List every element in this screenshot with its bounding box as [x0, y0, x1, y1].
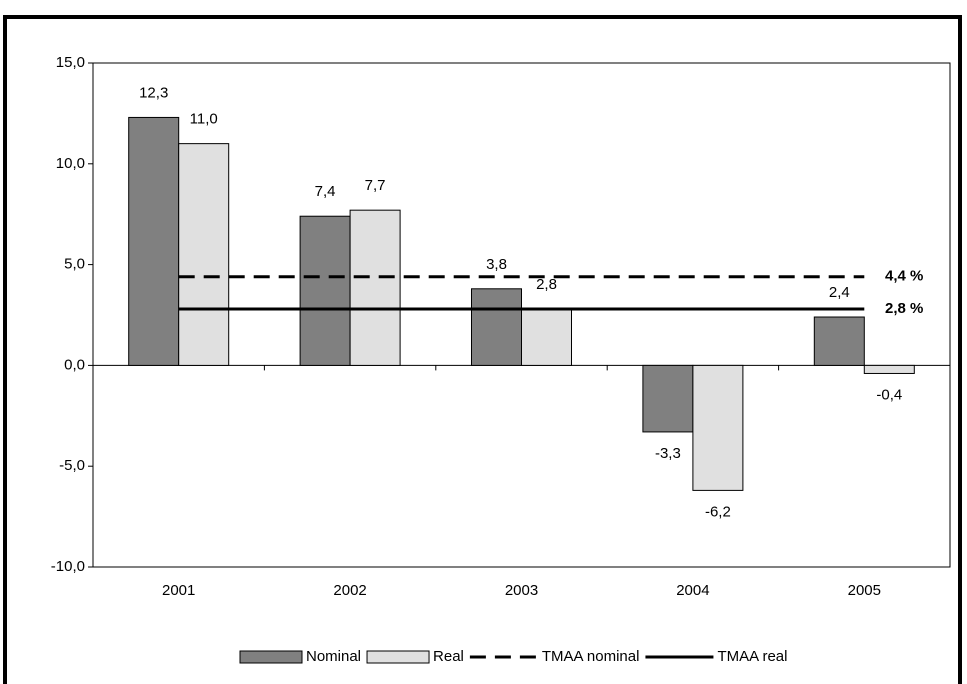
data-label: 7,4 [315, 183, 336, 200]
x-tick-label: 2003 [505, 582, 538, 599]
legend-swatch [366, 650, 430, 664]
data-label: -0,4 [876, 386, 902, 403]
line-end-label: 4,4 % [885, 268, 923, 285]
legend-label: Real [433, 648, 464, 665]
data-label: 2,4 [829, 284, 850, 301]
data-label: 11,0 [190, 111, 218, 128]
y-tick-label: -5,0 [59, 457, 85, 474]
bar [642, 364, 694, 433]
data-label: 7,7 [365, 177, 386, 194]
line-end-label: 2,8 % [885, 300, 923, 317]
bar [299, 215, 351, 366]
legend-label: TMAA real [717, 648, 787, 665]
x-tick-label: 2002 [333, 582, 366, 599]
bar [863, 364, 915, 374]
y-tick-label: 15,0 [56, 54, 85, 71]
plot-area [92, 62, 951, 568]
bar [349, 209, 401, 366]
bar [471, 288, 522, 366]
data-label: -3,3 [655, 445, 681, 462]
data-label: -6,2 [705, 503, 731, 520]
x-tick-label: 2001 [162, 582, 195, 599]
bar [521, 308, 572, 366]
y-tick-label: 5,0 [64, 256, 85, 273]
bar [692, 364, 744, 491]
bar [813, 316, 865, 366]
legend-label: TMAA nominal [542, 648, 640, 665]
data-label: 3,8 [486, 256, 507, 273]
y-tick-label: 10,0 [56, 155, 85, 172]
x-tick-label: 2004 [676, 582, 709, 599]
frame [3, 15, 962, 684]
bar [128, 116, 180, 366]
bar [178, 143, 230, 366]
legend-label: Nominal [306, 648, 361, 665]
x-tick-label: 2005 [848, 582, 881, 599]
data-label: 2,8 [536, 276, 557, 293]
y-tick-label: -10,0 [51, 558, 85, 575]
legend-swatch [239, 650, 303, 664]
data-label: 12,3 [139, 84, 168, 101]
y-tick-label: 0,0 [64, 356, 85, 373]
